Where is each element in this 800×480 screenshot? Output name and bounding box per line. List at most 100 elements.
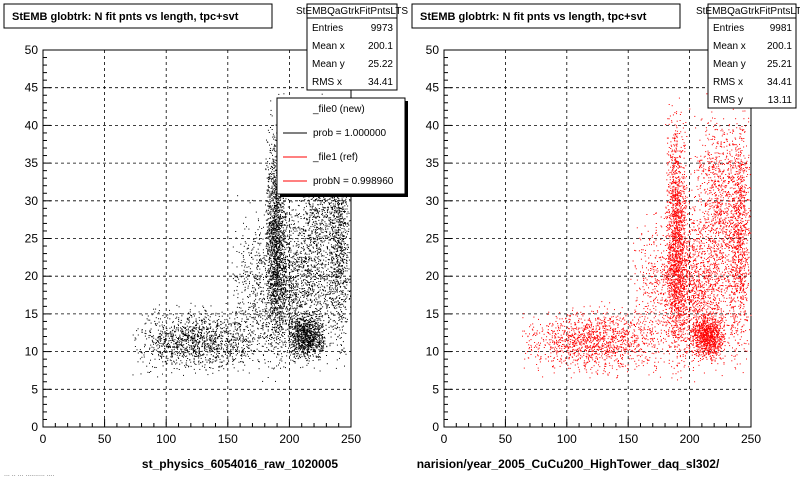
scatter-point <box>279 314 281 316</box>
scatter-point <box>332 320 334 322</box>
scatter-point <box>276 253 277 255</box>
scatter-point <box>279 235 281 237</box>
scatter-point <box>254 255 256 257</box>
scatter-point <box>343 295 345 297</box>
scatter-point <box>273 290 275 292</box>
scatter-point <box>305 338 307 339</box>
scatter-point <box>281 254 283 256</box>
scatter-point <box>335 272 337 274</box>
scatter-point <box>300 302 302 304</box>
scatter-point <box>273 243 275 245</box>
scatter-point <box>296 305 298 307</box>
scatter-point <box>346 281 348 283</box>
scatter-point <box>285 287 287 289</box>
scatter-point <box>276 209 278 211</box>
scatter-point <box>310 342 312 344</box>
scatter-point <box>337 257 339 259</box>
scatter-point <box>322 340 324 342</box>
scatter-point <box>273 209 274 211</box>
scatter-point <box>305 324 307 326</box>
scatter-point <box>269 238 271 240</box>
scatter-point <box>274 246 276 248</box>
scatter-point <box>338 295 340 296</box>
scatter-point <box>274 257 276 259</box>
scatter-point <box>313 333 314 335</box>
scatter-point <box>281 318 283 320</box>
scatter-point <box>263 266 265 267</box>
y-tick-label: 5 <box>31 382 38 396</box>
scatter-point <box>270 264 272 266</box>
scatter-point <box>289 294 291 296</box>
scatter-point <box>338 234 340 236</box>
scatter-point <box>318 330 319 332</box>
scatter-point <box>334 244 336 246</box>
scatter-point <box>308 358 310 359</box>
scatter-point <box>336 301 338 303</box>
scatter-point <box>275 232 277 234</box>
scatter-point <box>276 263 278 265</box>
scatter-point <box>279 221 281 223</box>
scatter-point <box>281 209 283 211</box>
scatter-point <box>310 345 312 347</box>
scatter-point <box>323 259 325 261</box>
scatter-point <box>278 219 280 221</box>
scatter-point <box>274 150 276 152</box>
scatter-point <box>283 351 285 353</box>
scatter-point <box>342 291 344 293</box>
scatter-point <box>275 246 277 248</box>
scatter-point <box>303 250 305 252</box>
scatter-point <box>317 344 319 346</box>
scatter-point <box>340 293 342 295</box>
scatter-point <box>261 325 263 327</box>
scatter-point <box>280 262 282 264</box>
scatter-point <box>321 323 323 325</box>
scatter-point <box>268 173 270 175</box>
scatter-point <box>288 266 289 268</box>
scatter-point <box>273 278 275 280</box>
scatter-point <box>298 335 300 337</box>
scatter-point <box>281 329 283 331</box>
scatter-point <box>244 266 246 268</box>
scatter-point <box>258 307 260 309</box>
scatter-point <box>283 234 285 236</box>
scatter-point <box>268 366 270 368</box>
scatter-point <box>276 261 278 263</box>
scatter-point <box>276 250 278 252</box>
scatter-point <box>233 294 235 296</box>
scatter-point <box>314 232 316 233</box>
scatter-point <box>242 310 244 312</box>
scatter-point <box>334 236 336 238</box>
scatter-point <box>265 269 266 271</box>
scatter-point <box>292 256 294 257</box>
scatter-point <box>277 334 279 336</box>
scatter-point <box>272 228 273 230</box>
scatter-point <box>299 322 301 324</box>
scatter-point <box>251 249 253 251</box>
scatter-point <box>275 195 277 197</box>
scatter-point <box>278 218 280 220</box>
scatter-point <box>324 287 326 289</box>
scatter-point <box>281 211 282 213</box>
scatter-point <box>330 325 332 327</box>
scatter-point <box>292 328 294 330</box>
scatter-point <box>276 252 278 254</box>
scatter-point <box>270 244 272 246</box>
scatter-point <box>310 314 312 316</box>
scatter-point <box>287 335 289 337</box>
scatter-point <box>241 265 243 267</box>
scatter-point <box>311 324 313 326</box>
scatter-point <box>342 236 344 237</box>
scatter-point <box>297 317 299 319</box>
scatter-point <box>270 283 272 285</box>
scatter-point <box>276 201 278 203</box>
scatter-point <box>279 211 281 213</box>
scatter-point <box>331 234 333 235</box>
scatter-point <box>324 343 326 345</box>
scatter-point <box>277 198 279 200</box>
scatter-point <box>342 313 344 315</box>
scatter-point <box>295 286 297 288</box>
scatter-point <box>289 284 291 286</box>
scatter-point <box>349 281 351 283</box>
scatter-point <box>267 248 269 250</box>
scatter-point <box>305 325 306 327</box>
